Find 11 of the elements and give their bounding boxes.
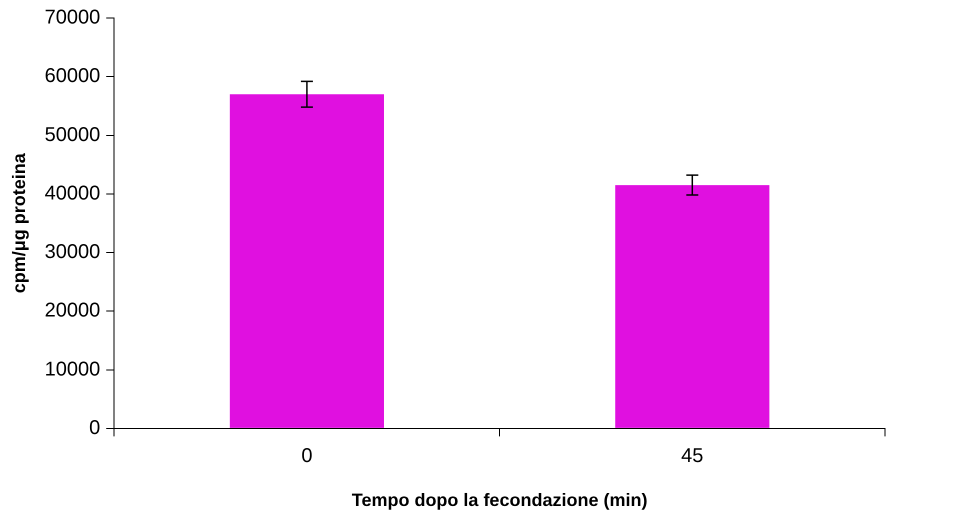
y-tick-label: 10000 xyxy=(44,358,100,380)
y-tick-label: 20000 xyxy=(44,300,100,322)
y-tick-label: 40000 xyxy=(44,182,100,204)
y-axis-title: cpm/μg proteina xyxy=(8,152,29,294)
y-tick-label: 30000 xyxy=(44,241,100,264)
y-tick-label: 50000 xyxy=(44,124,100,146)
x-tick-label: 45 xyxy=(681,444,704,467)
x-axis-title: Tempo dopo la fecondazione (min) xyxy=(352,490,648,510)
y-tick-label: 70000 xyxy=(44,6,100,29)
y-tick-label: 0 xyxy=(89,416,100,439)
y-tick-label: 60000 xyxy=(44,65,100,88)
